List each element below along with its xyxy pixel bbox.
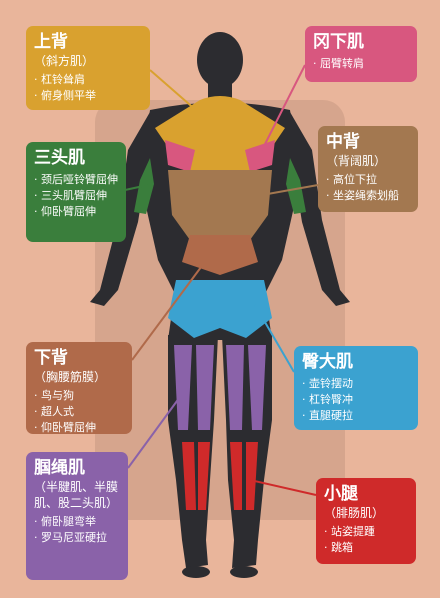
exercise-item: 超人式: [34, 404, 124, 420]
label-triceps: 三头肌 颈后哑铃臂屈伸 三头肌臂屈伸 仰卧臂屈伸: [26, 142, 126, 242]
right-foot: [230, 566, 258, 578]
label-title: 上背: [34, 32, 68, 52]
exercise-item: 直腿硬拉: [302, 408, 410, 424]
muscle-hamstring-left-outer: [174, 345, 192, 430]
leader-upper-back: [149, 69, 206, 119]
muscle-glutes: [168, 280, 272, 338]
muscle-mid-back: [168, 170, 272, 240]
exercise-item: 坐姿绳索划船: [326, 188, 410, 204]
muscle-groups: [134, 96, 306, 510]
leader-hamstrings: [127, 389, 186, 469]
label-subtitle: （背阔肌）: [326, 154, 387, 168]
exercise-item: 鸟与狗: [34, 388, 124, 404]
exercise-item: 壶铃摆动: [302, 376, 410, 392]
label-title: 下背: [34, 348, 68, 368]
head: [197, 32, 243, 88]
exercise-item: 屈臂转肩: [313, 56, 409, 72]
muscle-calf-left-2: [198, 442, 210, 510]
label-title: 腘绳肌: [34, 458, 85, 478]
label-title: 冈下肌: [313, 32, 364, 52]
label-title: 小腿: [324, 484, 358, 504]
left-foot: [182, 566, 210, 578]
leader-lower-back: [131, 254, 211, 361]
label-lower-back: 下背 （胸腰筋膜） 鸟与狗 超人式 仰卧臂屈伸: [26, 342, 132, 434]
label-subtitle: （斜方肌）: [34, 54, 95, 68]
exercise-item: 杠铃耸肩: [34, 72, 142, 88]
label-title: 臀大肌: [302, 352, 353, 372]
exercise-item: 杠铃臀冲: [302, 392, 410, 408]
exercise-item: 颈后哑铃臂屈伸: [34, 172, 118, 188]
muscle-hamstring-right-inner: [226, 345, 244, 430]
label-rhomboid: 冈下肌 屈臂转肩: [305, 26, 417, 82]
muscle-rhomboid-right: [245, 140, 275, 172]
muscle-hamstring-left-inner: [196, 345, 214, 430]
label-title: 三头肌: [34, 148, 85, 168]
leader-mid-back: [261, 184, 319, 196]
muscle-calf-left-1: [182, 442, 196, 510]
label-title: 中背: [326, 132, 360, 152]
muscle-calf-right-2: [246, 442, 258, 510]
label-glutes: 臀大肌 壶铃摆动 杠铃臀冲 直腿硬拉: [294, 346, 418, 430]
muscle-rhomboid-left: [165, 140, 195, 172]
label-subtitle: （半腱肌、半膜肌、股二头肌）: [34, 480, 119, 510]
exercise-item: 高位下拉: [326, 172, 410, 188]
exercise-item: 跳箱: [324, 540, 408, 556]
exercise-item: 站姿提踵: [324, 524, 408, 540]
exercise-item: 仰卧臂屈伸: [34, 420, 124, 436]
label-mid-back: 中背 （背阔肌） 高位下拉 坐姿绳索划船: [318, 126, 418, 212]
leader-calves: [249, 479, 317, 496]
label-subtitle: （胸腰筋膜）: [34, 370, 107, 384]
leader-lines: [124, 64, 319, 496]
leader-rhomboid: [261, 64, 306, 151]
leader-triceps: [124, 184, 149, 191]
exercise-item: 罗马尼亚硬拉: [34, 530, 120, 546]
exercise-item: 俯身侧平举: [34, 88, 142, 104]
muscle-lower-back: [182, 235, 258, 275]
exercise-item: 仰卧臂屈伸: [34, 204, 118, 220]
exercise-item: 俯卧腿弯举: [34, 514, 120, 530]
muscle-hamstring-right-outer: [248, 345, 266, 430]
leader-glutes: [254, 304, 295, 373]
label-calves: 小腿 （腓肠肌） 站姿提踵 跳箱: [316, 478, 416, 564]
label-subtitle: （腓肠肌）: [324, 506, 385, 520]
label-upper-back: 上背 （斜方肌） 杠铃耸肩 俯身侧平举: [26, 26, 150, 110]
muscle-calf-right-1: [230, 442, 242, 510]
exercise-item: 三头肌臂屈伸: [34, 188, 118, 204]
label-hamstrings: 腘绳肌 （半腱肌、半膜肌、股二头肌） 俯卧腿弯举 罗马尼亚硬拉: [26, 452, 128, 580]
muscle-triceps-right: [286, 158, 306, 214]
